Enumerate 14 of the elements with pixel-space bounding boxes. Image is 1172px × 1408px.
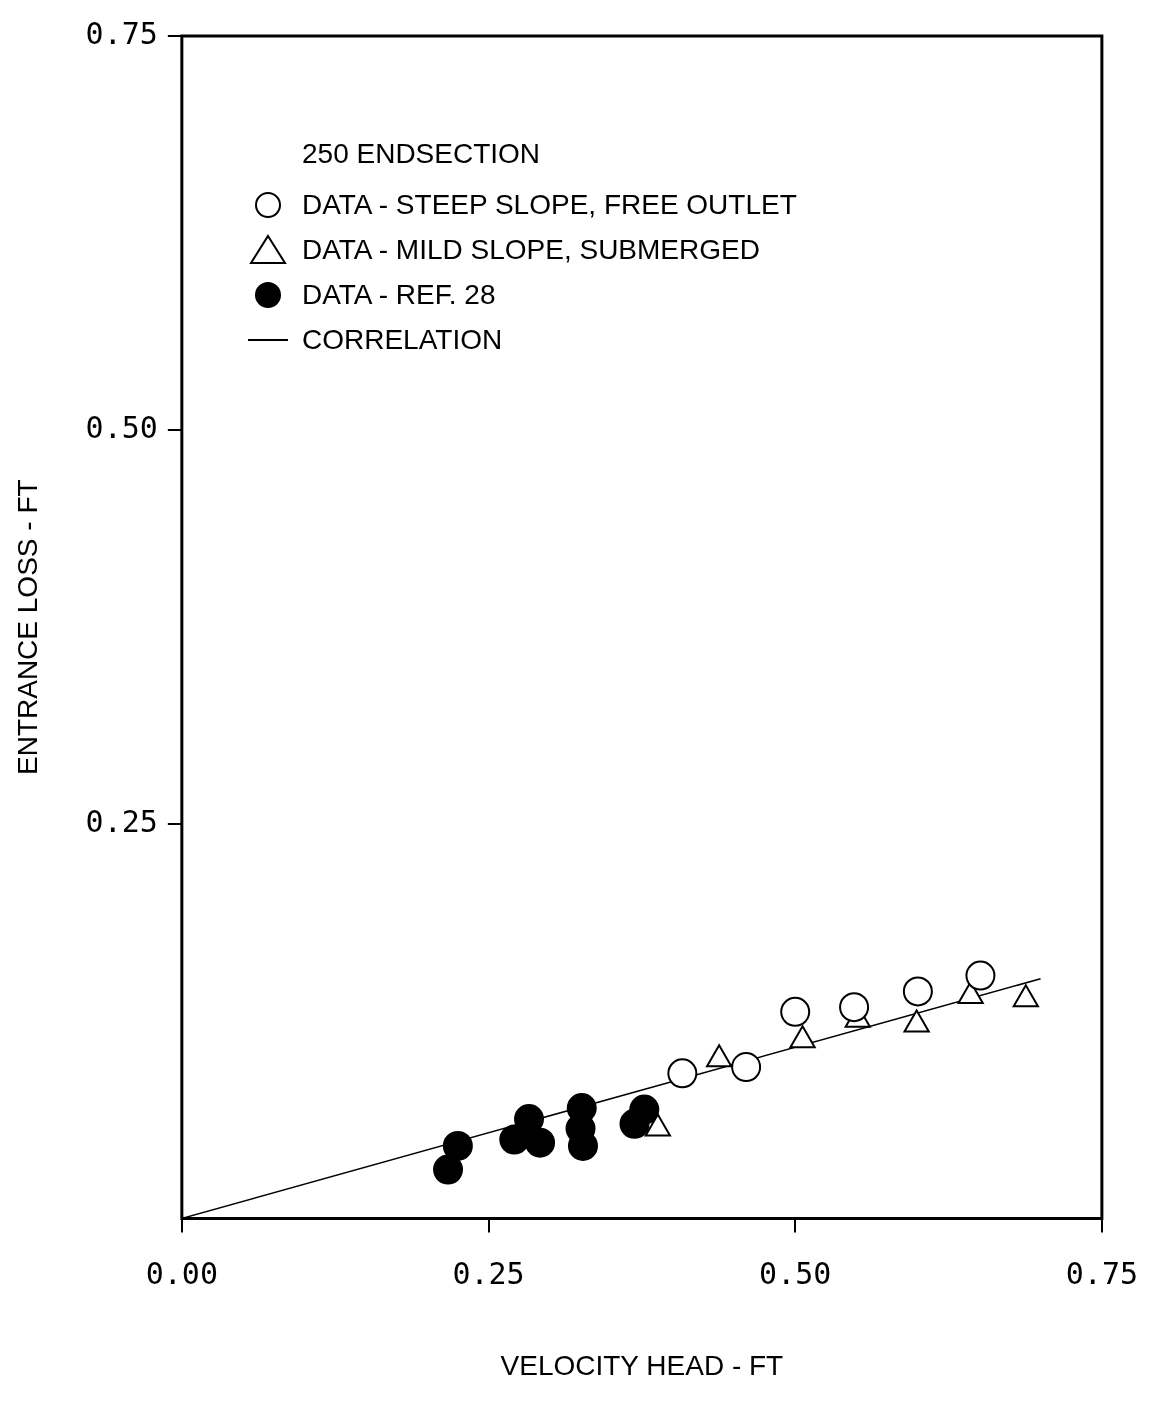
x-tick-label: 0.50 — [759, 1256, 832, 1292]
x-tick-label: 0.25 — [452, 1256, 525, 1292]
legend-label: CORRELATION — [302, 323, 503, 356]
legend-label: DATA - MILD SLOPE, SUBMERGED — [302, 233, 760, 266]
x-tick-label: 0.00 — [145, 1256, 218, 1292]
x-axis-title: VELOCITY HEAD - FT — [500, 1349, 784, 1381]
x-tick-label: 0.75 — [1065, 1256, 1138, 1292]
legend-label: DATA - STEEP SLOPE, FREE OUTLET — [302, 188, 797, 221]
y-axis-title: ENTRANCE LOSS - FT — [11, 479, 43, 775]
legend-title: 250 ENDSECTION — [302, 138, 542, 170]
y-tick-label: 0.50 — [85, 409, 158, 445]
legend-label: DATA - REF. 28 — [302, 278, 496, 311]
y-tick-label: 0.25 — [85, 804, 158, 840]
y-tick-label: 0.75 — [85, 15, 158, 51]
